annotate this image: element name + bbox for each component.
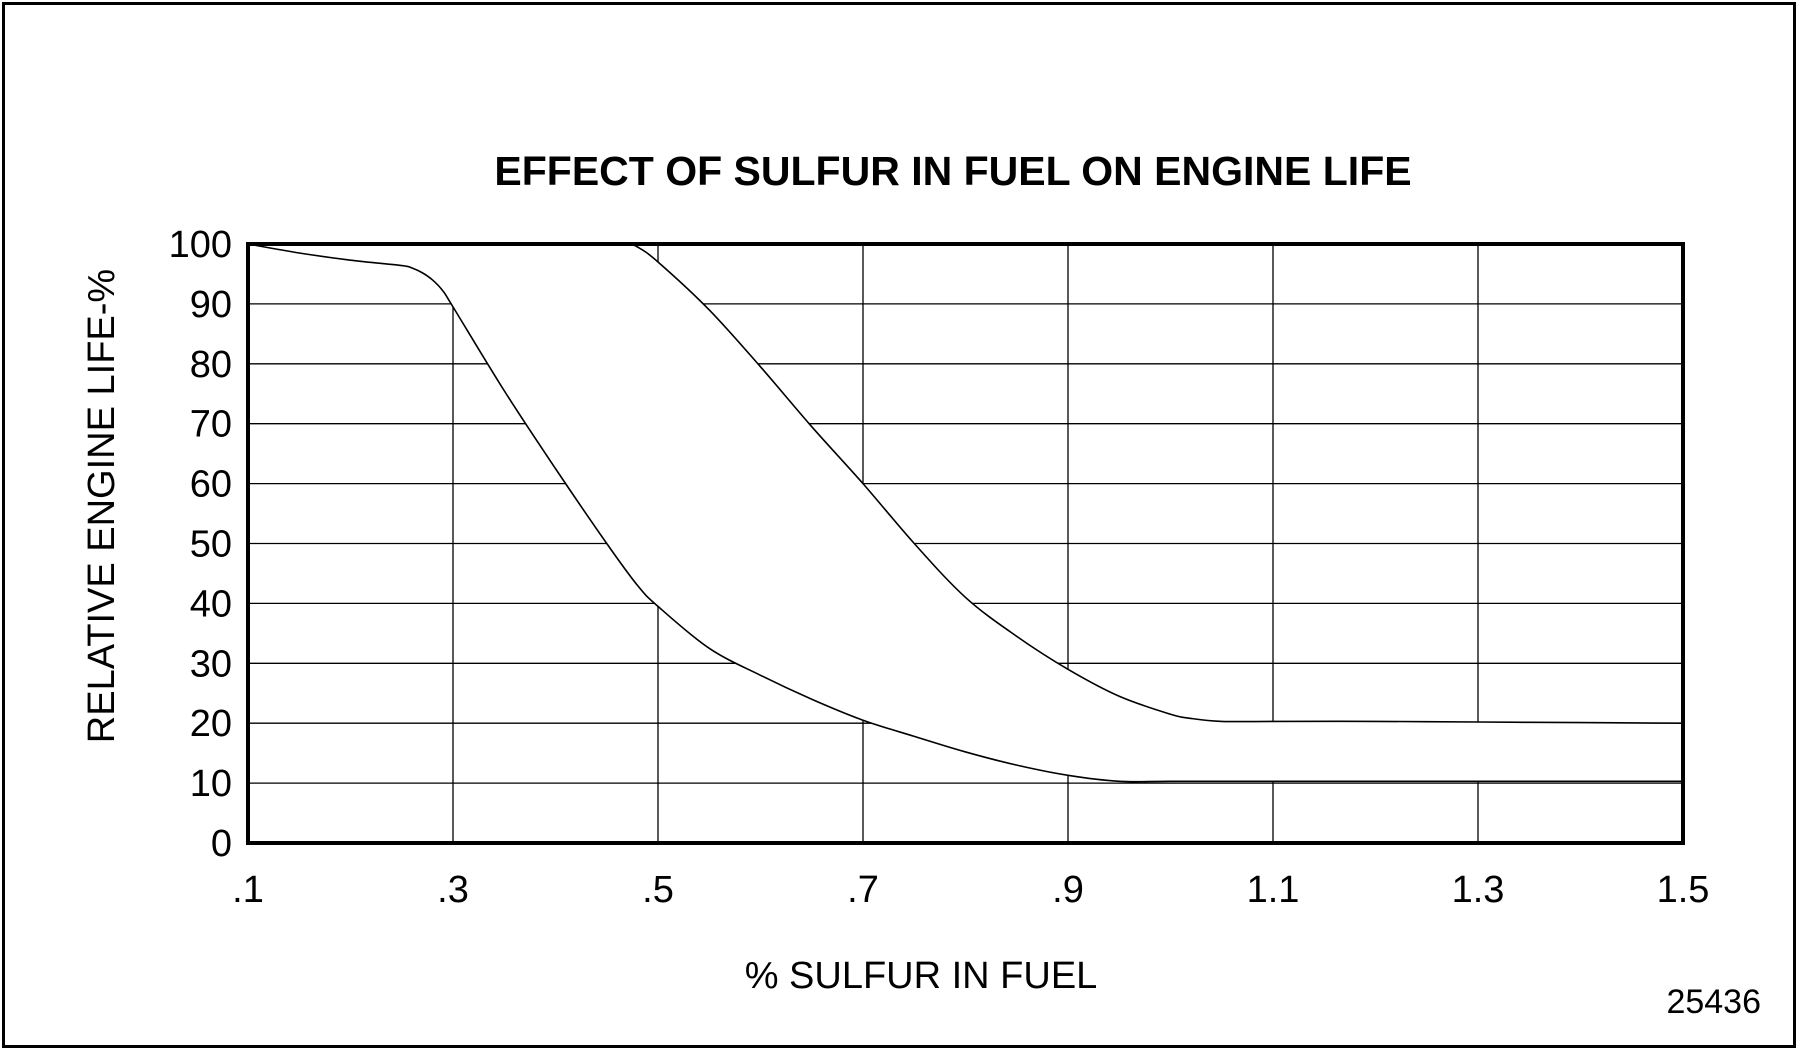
range-band (248, 243, 1683, 782)
y-tick-label: 0 (211, 823, 232, 865)
y-tick-labels: 0 10 20 30 40 50 60 70 80 90 100 (169, 224, 232, 865)
y-tick-label: 90 (190, 284, 232, 326)
plot-border (246, 242, 1685, 845)
x-tick-label: 1.3 (1452, 869, 1505, 911)
x-tick-label: 1.5 (1657, 869, 1710, 911)
y-tick-label: 40 (190, 583, 232, 625)
y-tick-label: 100 (169, 224, 232, 266)
y-tick-label: 10 (190, 763, 232, 805)
figure-id: 25436 (1666, 983, 1761, 1021)
y-tick-label: 30 (190, 643, 232, 685)
x-axis-label: % SULFUR IN FUEL (745, 955, 1098, 997)
y-tick-label: 60 (190, 464, 232, 506)
x-tick-labels: .1 .3 .5 .7 .9 1.1 1.3 1.5 (232, 869, 1709, 911)
x-tick-label: .5 (642, 869, 674, 911)
x-tick-label: 1.1 (1247, 869, 1300, 911)
x-tick-label: .7 (847, 869, 879, 911)
chart-title: EFFECT OF SULFUR IN FUEL ON ENGINE LIFE (494, 148, 1411, 194)
y-axis-label: RELATIVE ENGINE LIFE-% (81, 269, 123, 743)
y-tick-label: 70 (190, 404, 232, 446)
x-tick-label: .3 (437, 869, 469, 911)
x-tick-label: .9 (1052, 869, 1084, 911)
x-tick-label: .1 (232, 869, 264, 911)
series-layer (247, 242, 1684, 783)
lower-curve-line (247, 243, 1683, 783)
y-tick-label: 50 (190, 524, 232, 566)
y-tick-label: 80 (190, 344, 232, 386)
y-tick-label: 20 (190, 703, 232, 745)
